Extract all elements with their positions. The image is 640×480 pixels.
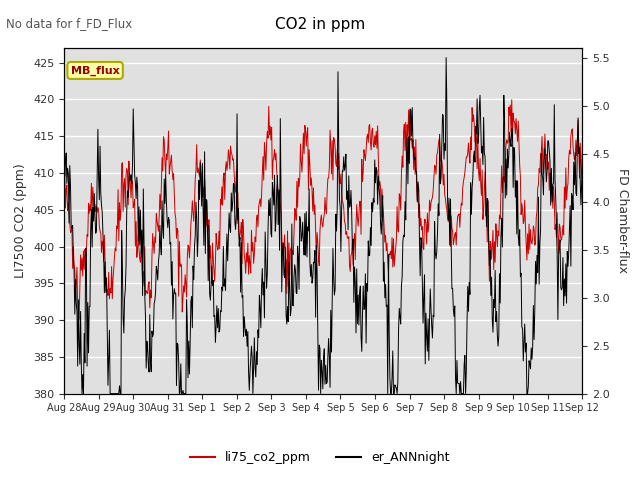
Text: No data for f_FD_Flux: No data for f_FD_Flux bbox=[6, 17, 132, 30]
Legend: li75_co2_ppm, er_ANNnight: li75_co2_ppm, er_ANNnight bbox=[186, 446, 454, 469]
Y-axis label: FD Chamber-flux: FD Chamber-flux bbox=[616, 168, 629, 273]
Text: CO2 in ppm: CO2 in ppm bbox=[275, 17, 365, 32]
Y-axis label: LI7500 CO2 (ppm): LI7500 CO2 (ppm) bbox=[15, 163, 28, 278]
Text: MB_flux: MB_flux bbox=[71, 65, 120, 75]
